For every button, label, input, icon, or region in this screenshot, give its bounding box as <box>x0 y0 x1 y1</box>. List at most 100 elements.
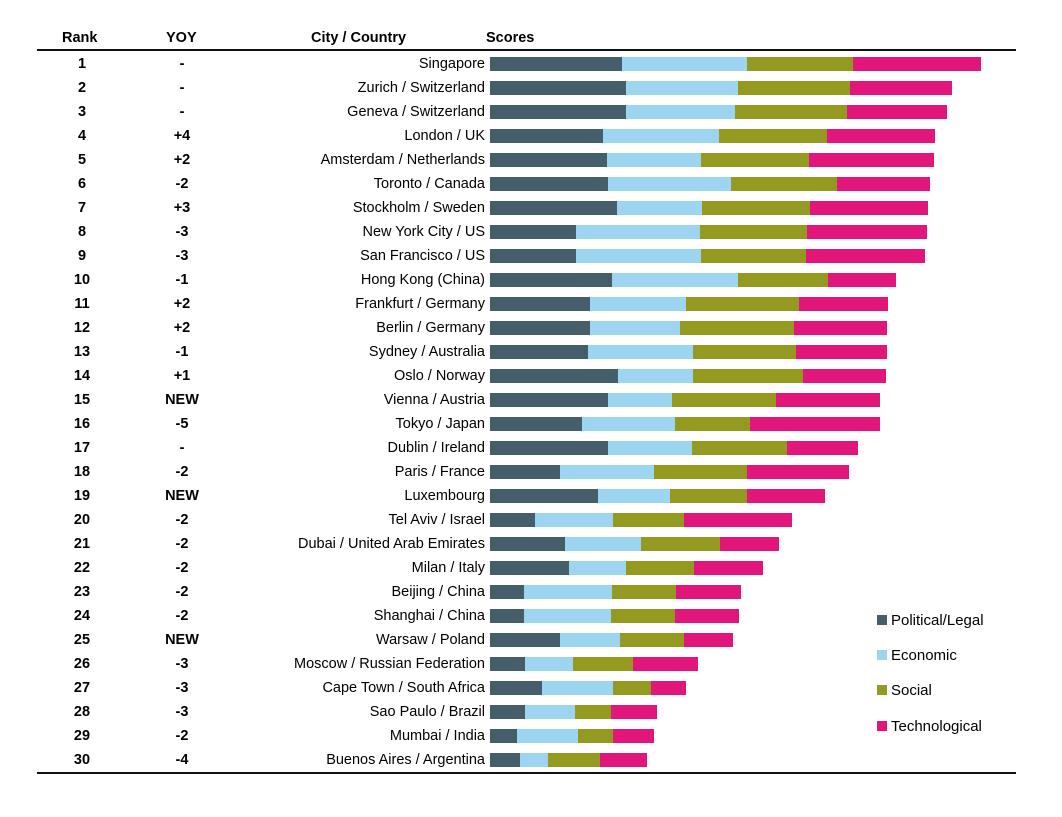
header-scores: Scores <box>486 30 535 46</box>
rank-label: 14 <box>73 368 91 384</box>
legend-item-technological: Technological <box>877 718 982 736</box>
bar-segment-economic <box>626 105 735 119</box>
legend-swatch <box>877 685 887 695</box>
bar-segment-political-legal <box>490 585 524 599</box>
bar-segment-economic <box>569 561 626 575</box>
legend-label: Technological <box>891 718 982 735</box>
yoy-label: +2 <box>173 320 191 336</box>
legend-swatch <box>877 615 887 625</box>
yoy-label: -3 <box>175 248 189 264</box>
yoy-label: -2 <box>175 464 189 480</box>
bar-segment-economic <box>611 273 738 287</box>
bar-segment-technological <box>837 177 930 191</box>
bar-segment-technological <box>853 57 982 71</box>
city-label: New York City / US <box>362 224 486 240</box>
bar-segment-political-legal <box>490 609 524 623</box>
bar-segment-social <box>611 585 676 599</box>
bar-segment-economic <box>524 657 573 671</box>
yoy-label: - <box>179 104 185 120</box>
city-label: Hong Kong (China) <box>360 272 485 288</box>
city-label: Oslo / Norway <box>393 368 485 384</box>
city-label: Mumbai / India <box>389 728 485 744</box>
bar-segment-economic <box>542 681 614 695</box>
yoy-label: +3 <box>173 200 191 216</box>
city-label: Shanghai / China <box>373 608 485 624</box>
bar-segment-political-legal <box>490 537 566 551</box>
bar-segment-political-legal <box>490 513 536 527</box>
bar-segment-economic <box>626 81 738 95</box>
rank-label: 25 <box>73 632 91 648</box>
city-label: Beijing / China <box>391 584 486 600</box>
bar-segment-economic <box>622 57 748 71</box>
bar-segment-technological <box>746 465 849 479</box>
yoy-label: - <box>179 440 185 456</box>
rank-label: 16 <box>73 416 91 432</box>
bar-segment-economic <box>590 321 680 335</box>
bar-segment-economic <box>535 513 614 527</box>
yoy-label: +2 <box>173 296 191 312</box>
bar-segment-technological <box>632 657 698 671</box>
bar-segment-political-legal <box>490 321 591 335</box>
legend-swatch <box>877 721 887 731</box>
rank-label: 13 <box>73 344 91 360</box>
rank-label: 3 <box>77 104 87 120</box>
city-label: Dubai / United Arab Emirates <box>298 536 485 552</box>
bar-segment-social <box>686 297 800 311</box>
bar-segment-technological <box>747 489 826 503</box>
yoy-label: -3 <box>175 656 189 672</box>
city-label: Luxembourg <box>404 488 485 504</box>
bar-segment-technological <box>612 729 654 743</box>
yoy-label: -2 <box>175 728 189 744</box>
bar-segment-social <box>641 537 721 551</box>
bar-segment-technological <box>651 681 686 695</box>
bar-segment-social <box>701 249 807 263</box>
bar-segment-technological <box>749 417 880 431</box>
bar-segment-political-legal <box>490 465 561 479</box>
city-label: London / UK <box>404 128 485 144</box>
rank-label: 26 <box>73 656 91 672</box>
city-label: Milan / Italy <box>411 560 485 576</box>
bar-segment-political-legal <box>490 249 576 263</box>
bar-segment-political-legal <box>490 345 589 359</box>
bar-segment-economic <box>607 441 692 455</box>
yoy-label: -2 <box>175 176 189 192</box>
bar-segment-social <box>718 129 827 143</box>
bar-segment-political-legal <box>490 129 603 143</box>
header-rank: Rank <box>62 30 98 46</box>
bar-segment-social <box>693 345 797 359</box>
bar-segment-technological <box>808 153 934 167</box>
yoy-label: -1 <box>175 344 189 360</box>
bar-segment-economic <box>523 585 612 599</box>
city-label: Sao Paulo / Brazil <box>369 704 485 720</box>
bar-segment-political-legal <box>490 729 517 743</box>
rank-label: 4 <box>77 128 87 144</box>
rank-label: 28 <box>73 704 91 720</box>
bar-segment-political-legal <box>490 369 619 383</box>
bar-segment-technological <box>720 537 780 551</box>
header-yoy: YOY <box>166 30 197 46</box>
bar-segment-social <box>702 201 811 215</box>
bar-segment-technological <box>799 297 889 311</box>
yoy-label: NEW <box>165 488 199 504</box>
bar-segment-social <box>610 609 675 623</box>
bar-segment-social <box>700 153 809 167</box>
rank-label: 24 <box>73 608 91 624</box>
bar-segment-political-legal <box>490 105 626 119</box>
city-label: Cape Town / South Africa <box>322 680 485 696</box>
bar-segment-social <box>737 81 850 95</box>
yoy-label: -4 <box>175 752 189 768</box>
yoy-label: NEW <box>165 392 199 408</box>
bar-segment-social <box>735 105 847 119</box>
bar-segment-technological <box>775 393 880 407</box>
bar-segment-social <box>691 441 788 455</box>
city-label: Warsaw / Poland <box>375 632 485 648</box>
bar-segment-social <box>572 657 633 671</box>
legend-swatch <box>877 650 887 660</box>
bar-segment-political-legal <box>490 153 607 167</box>
rank-label: 20 <box>73 512 91 528</box>
city-label: Geneva / Switzerland <box>347 104 485 120</box>
rank-label: 15 <box>73 392 91 408</box>
city-label: Frankfurt / Germany <box>355 296 485 312</box>
bar-segment-technological <box>674 609 740 623</box>
bar-segment-political-legal <box>490 489 599 503</box>
